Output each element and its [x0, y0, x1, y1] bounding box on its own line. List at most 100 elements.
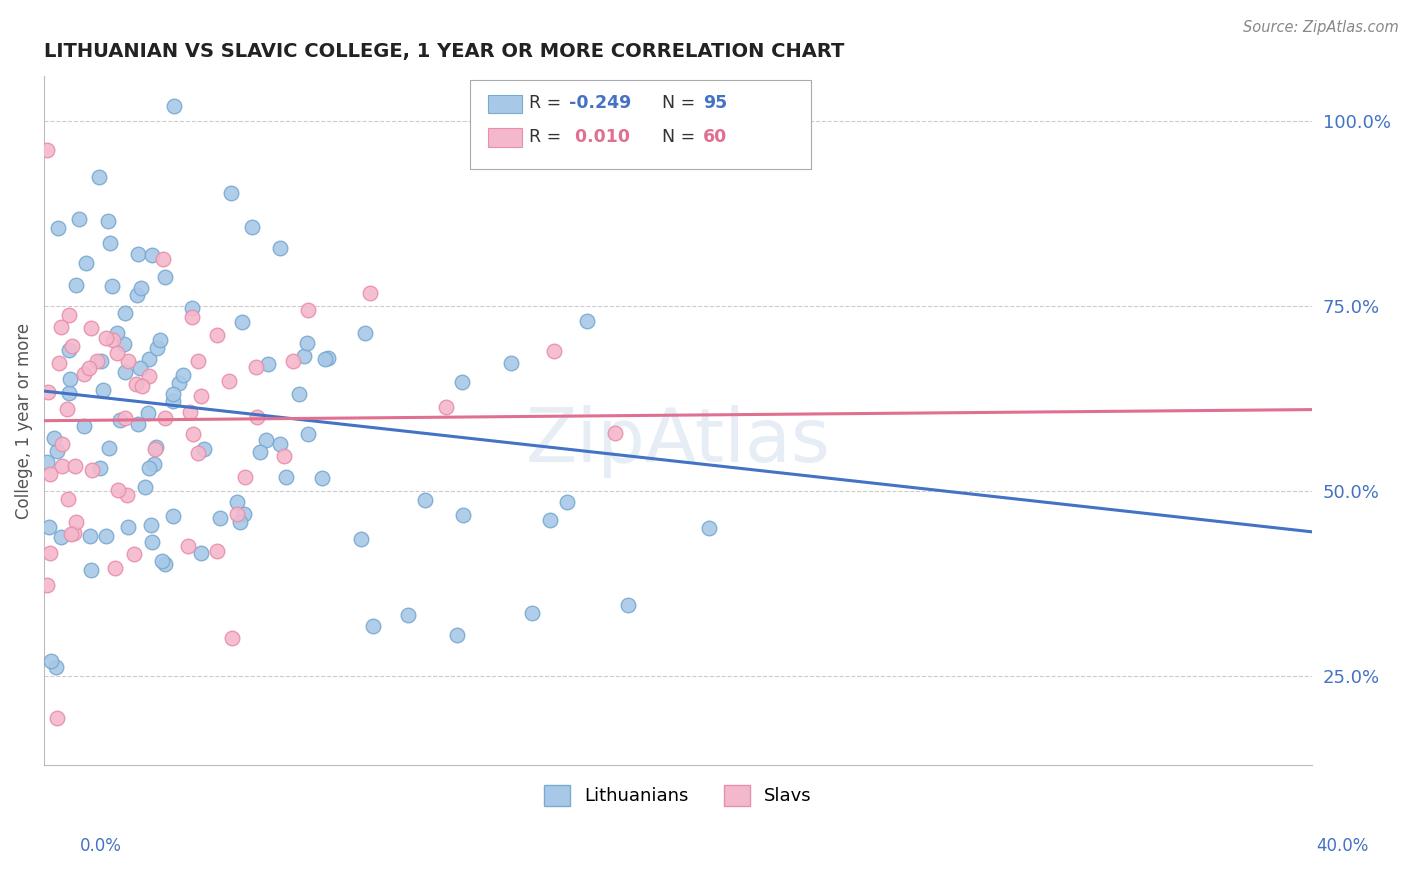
Point: [138, 352, 160, 367]
Point: [117, 487, 139, 501]
Text: N =: N =: [662, 128, 696, 146]
Point: [146, 342, 169, 356]
Point: [288, 387, 311, 401]
Point: [446, 628, 468, 642]
Point: [193, 442, 215, 456]
Point: [163, 99, 186, 113]
Point: [153, 411, 176, 425]
Point: [145, 442, 167, 456]
Point: [295, 335, 318, 350]
Point: [73, 367, 96, 381]
Point: [187, 446, 209, 460]
Point: [98, 235, 121, 250]
Point: [155, 269, 177, 284]
Point: [37, 144, 59, 158]
Point: [45, 660, 67, 674]
Point: [520, 606, 543, 620]
Point: [42, 431, 65, 445]
Point: [39, 467, 62, 481]
Point: [49, 530, 72, 544]
Point: [149, 333, 172, 347]
Point: [114, 411, 136, 425]
Point: [575, 314, 598, 328]
Point: [96, 529, 118, 543]
Point: [49, 320, 72, 334]
Point: [93, 384, 115, 398]
Point: [59, 526, 82, 541]
Point: [103, 333, 125, 347]
Point: [59, 371, 82, 385]
Point: [314, 351, 336, 366]
Point: [129, 281, 152, 295]
Point: [87, 169, 110, 184]
Point: [208, 511, 231, 525]
Text: Source: ZipAtlas.com: Source: ZipAtlas.com: [1243, 20, 1399, 35]
Point: [499, 356, 522, 370]
Point: [58, 343, 80, 358]
Point: [45, 711, 67, 725]
Point: [37, 520, 59, 534]
Point: [246, 410, 269, 425]
Point: [354, 326, 377, 340]
Point: [359, 286, 381, 301]
Point: [60, 339, 83, 353]
Point: [134, 480, 156, 494]
Point: [233, 507, 256, 521]
Point: [292, 349, 315, 363]
Point: [162, 387, 184, 401]
Point: [117, 520, 139, 534]
Point: [75, 256, 97, 270]
Point: [240, 219, 263, 234]
Point: [181, 301, 204, 316]
Text: 0.010: 0.010: [569, 128, 630, 146]
Point: [145, 440, 167, 454]
Point: [128, 360, 150, 375]
Point: [107, 326, 129, 340]
Point: [127, 246, 149, 260]
Point: [152, 252, 174, 266]
Point: [141, 535, 163, 549]
Point: [131, 379, 153, 393]
Point: [451, 375, 474, 389]
Point: [97, 213, 120, 227]
Text: ZipAtlas: ZipAtlas: [526, 405, 831, 478]
Point: [153, 557, 176, 571]
Point: [41, 654, 63, 668]
Point: [122, 547, 145, 561]
Point: [207, 328, 229, 343]
Point: [254, 433, 277, 447]
Point: [221, 631, 243, 645]
Point: [65, 458, 87, 473]
Point: [176, 539, 198, 553]
Point: [603, 426, 626, 441]
Point: [555, 495, 578, 509]
Point: [80, 563, 103, 577]
Point: [269, 242, 291, 256]
Point: [172, 368, 194, 382]
Point: [62, 526, 84, 541]
Point: [396, 608, 419, 623]
Point: [245, 359, 267, 374]
Point: [46, 443, 69, 458]
Text: R =: R =: [529, 128, 561, 146]
Point: [108, 413, 131, 427]
Point: [226, 507, 249, 521]
Point: [233, 470, 256, 484]
Point: [104, 561, 127, 575]
Text: 0.0%: 0.0%: [80, 837, 122, 855]
Text: 95: 95: [703, 95, 727, 112]
Point: [297, 426, 319, 441]
Text: LITHUANIAN VS SLAVIC COLLEGE, 1 YEAR OR MORE CORRELATION CHART: LITHUANIAN VS SLAVIC COLLEGE, 1 YEAR OR …: [44, 42, 845, 61]
Point: [58, 308, 80, 322]
Point: [413, 493, 436, 508]
Point: [167, 376, 190, 390]
Point: [101, 279, 124, 293]
Point: [179, 405, 201, 419]
Point: [90, 354, 112, 368]
Point: [97, 442, 120, 456]
Point: [125, 288, 148, 302]
Point: [225, 495, 247, 509]
Point: [274, 470, 297, 484]
Point: [190, 389, 212, 403]
Point: [79, 529, 101, 543]
